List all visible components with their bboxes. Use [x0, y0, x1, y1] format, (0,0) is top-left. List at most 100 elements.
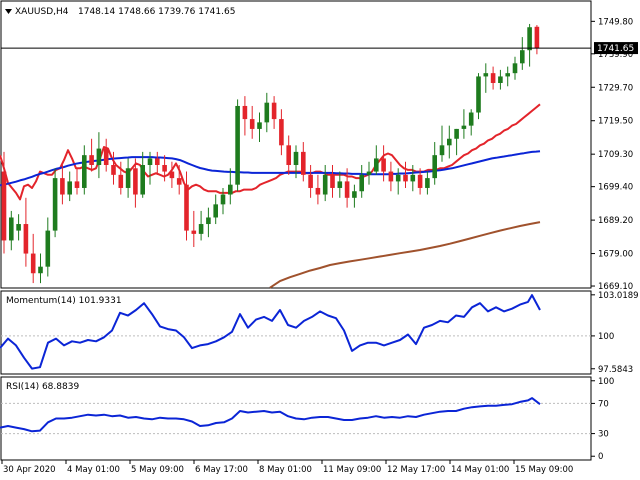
candle	[23, 197, 29, 267]
momentum-axis-tick-label: 103.0189	[598, 291, 639, 301]
candle	[198, 210, 204, 241]
candle	[468, 109, 474, 136]
candle	[45, 217, 51, 277]
candle-body	[103, 148, 109, 165]
price-axis-tick-label: 1709.30	[598, 150, 633, 160]
candle-body	[395, 174, 401, 182]
candle	[381, 145, 386, 182]
momentum-axis-tick-label: 100	[598, 332, 614, 342]
candle-body	[381, 158, 386, 172]
collapse-triangle-icon[interactable]	[5, 9, 12, 14]
candle	[176, 165, 182, 195]
candle	[140, 151, 145, 198]
momentum-axis: 97.5843 100 103.0189	[591, 291, 639, 375]
candle	[301, 142, 306, 182]
price-axis-tick-label: 1739.90	[598, 50, 633, 60]
rsi-axis-tick-label: 0	[598, 452, 603, 462]
candle	[454, 128, 459, 156]
rsi-axis: 0 30 70 100	[591, 377, 614, 462]
candle-body	[206, 217, 211, 225]
candle	[74, 168, 80, 195]
candle	[410, 165, 416, 192]
candle	[447, 125, 452, 159]
candle	[213, 194, 218, 225]
candle-body	[330, 174, 335, 188]
candle	[162, 155, 167, 182]
candle	[191, 210, 197, 247]
candle-body	[220, 194, 226, 205]
candle-body	[147, 158, 153, 165]
candle	[206, 207, 211, 238]
candle-body	[176, 178, 182, 185]
candle	[16, 214, 21, 241]
rsi-axis-tick-label: 30	[598, 430, 609, 440]
candle	[155, 151, 160, 175]
candle-body	[476, 76, 481, 113]
candle-body	[52, 178, 58, 231]
candle-body	[125, 168, 131, 188]
candle-body	[439, 145, 445, 156]
candle-body	[279, 119, 284, 146]
candle	[52, 168, 58, 238]
candle-body	[425, 178, 430, 188]
candle	[374, 145, 379, 175]
price-axis-tick-label: 1699.40	[598, 183, 633, 193]
candle-body	[352, 191, 357, 198]
candle	[417, 168, 423, 195]
candle-body	[454, 128, 459, 139]
rsi-axis-tick-label: 100	[598, 377, 614, 387]
candle	[315, 174, 321, 205]
rsi-axis-tick-label: 70	[598, 399, 609, 409]
candle	[111, 151, 116, 185]
candle-body	[337, 181, 343, 188]
candle-body	[359, 174, 364, 192]
candle-body	[388, 171, 394, 182]
candle-body	[264, 102, 270, 123]
candle-body	[9, 217, 14, 241]
candle-body	[520, 50, 525, 64]
candle	[38, 253, 43, 284]
candle	[352, 184, 357, 208]
candle-body	[191, 230, 197, 234]
candle-body	[96, 148, 102, 165]
candle	[527, 23, 532, 67]
candle	[1, 151, 7, 254]
candle-body	[322, 174, 328, 195]
candle	[483, 63, 489, 93]
candle	[388, 161, 394, 192]
candle	[271, 96, 277, 129]
price-axis-tick-label: 1669.10	[598, 282, 633, 292]
current-price-tag	[594, 42, 638, 55]
candle	[89, 138, 94, 172]
candle-body	[490, 73, 496, 83]
price-axis-tick-label: 1729.70	[598, 83, 633, 93]
candle-body	[89, 155, 94, 165]
candle	[60, 165, 65, 205]
candle	[184, 171, 189, 241]
candle-body	[198, 224, 204, 234]
symbol-timeframe: XAUUSD,H4	[15, 7, 69, 17]
price-axis-tick-label: 1679.00	[598, 250, 633, 260]
candle	[220, 187, 226, 215]
current-price-tag-text: 1741.65	[597, 44, 634, 54]
candle-body	[271, 102, 277, 120]
momentum-series-line	[0, 294, 541, 370]
candle	[235, 99, 240, 192]
candle-body	[67, 181, 72, 195]
candle-body	[30, 253, 36, 274]
momentum-axis-tick-label: 97.5843	[598, 365, 633, 375]
candle	[169, 161, 175, 188]
candle-body	[534, 26, 540, 49]
candle	[286, 135, 291, 175]
candle	[490, 66, 496, 90]
candle	[534, 25, 540, 55]
time-axis-label: 5 May 09:00	[131, 465, 184, 475]
candle-body	[432, 155, 437, 179]
candle-body	[74, 181, 80, 188]
candle	[264, 92, 270, 133]
candle-body	[527, 27, 532, 51]
time-axis-label: 14 May 01:00	[451, 465, 509, 475]
time-axis-label: 12 May 17:00	[387, 465, 445, 475]
candle-body	[45, 230, 51, 267]
candle	[30, 233, 36, 284]
